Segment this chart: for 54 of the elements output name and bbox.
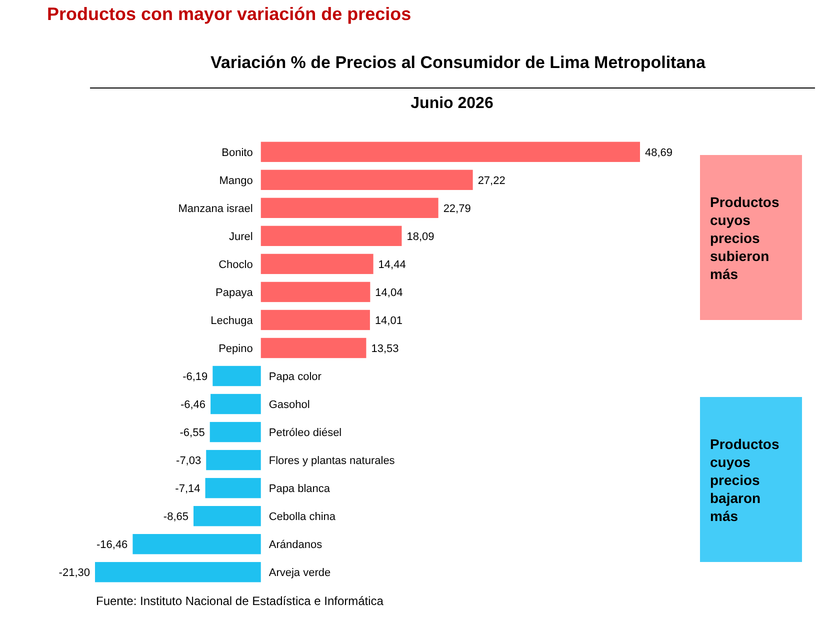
data-label: -7,03	[176, 455, 202, 468]
bar	[132, 534, 261, 554]
y-tick-label: Petróleo diésel	[268, 427, 342, 440]
y-tick-label: Arándanos	[268, 539, 323, 552]
data-label: 13,53	[371, 342, 399, 355]
bar	[260, 226, 402, 246]
bar	[260, 142, 640, 162]
data-label: -16,46	[96, 539, 128, 552]
bar	[260, 170, 473, 190]
bar	[260, 310, 370, 330]
y-tick-label: Papaya	[216, 286, 254, 299]
y-tick-label: Bonito	[222, 146, 253, 159]
bar	[260, 282, 370, 302]
source-note: Fuente: Instituto Nacional de Estadística e Informática	[96, 594, 384, 608]
chart-title: Productos con mayor variación de precios	[47, 4, 412, 24]
data-label: -6,55	[180, 427, 205, 440]
data-label: 14,04	[375, 286, 403, 299]
data-label: 18,09	[406, 230, 434, 243]
y-tick-label: Jurel	[229, 230, 253, 243]
y-tick-label: Gasohol	[268, 399, 310, 412]
bar	[205, 478, 261, 498]
bar	[260, 198, 438, 218]
y-tick-label: Papa blanca	[268, 483, 331, 496]
data-label: 14,01	[374, 314, 402, 327]
data-label: -7,14	[175, 483, 200, 496]
bar	[206, 450, 261, 470]
y-tick-label: Mango	[219, 174, 253, 187]
bar	[260, 338, 366, 358]
text: Junio 2026	[410, 95, 494, 112]
bar	[210, 394, 261, 414]
data-label: 27,22	[478, 174, 506, 187]
y-tick-label: Manzana israel	[178, 202, 253, 215]
bar	[260, 254, 374, 274]
data-label: 14,44	[378, 258, 406, 271]
note-box: Productos cuyos precios subieron más	[700, 155, 802, 320]
data-label: -21,30	[58, 567, 90, 580]
y-tick-label: Choclo	[218, 258, 253, 271]
y-tick-label: Cebolla china	[268, 511, 336, 524]
y-tick-label: Lechuga	[210, 314, 254, 327]
y-tick-label: Arveja verde	[268, 567, 331, 580]
bar	[95, 562, 261, 582]
bar	[212, 366, 261, 386]
y-tick-label: Papa color	[268, 371, 322, 384]
data-label: 48,69	[645, 146, 673, 159]
chart-subtitle: Variación % de Precios al Consumidor de Lima Metropolitana	[210, 53, 706, 72]
bar	[210, 422, 261, 442]
data-label: -6,19	[182, 371, 208, 384]
data-label: -6,46	[180, 399, 206, 412]
data-label: 22,79	[443, 202, 471, 215]
y-tick-label: Flores y plantas naturales	[268, 455, 396, 468]
bar	[194, 506, 261, 526]
note-box: Productos cuyos precios bajaron más	[700, 397, 802, 562]
y-tick-label: Pepino	[218, 342, 253, 355]
data-label: -8,65	[163, 511, 189, 524]
